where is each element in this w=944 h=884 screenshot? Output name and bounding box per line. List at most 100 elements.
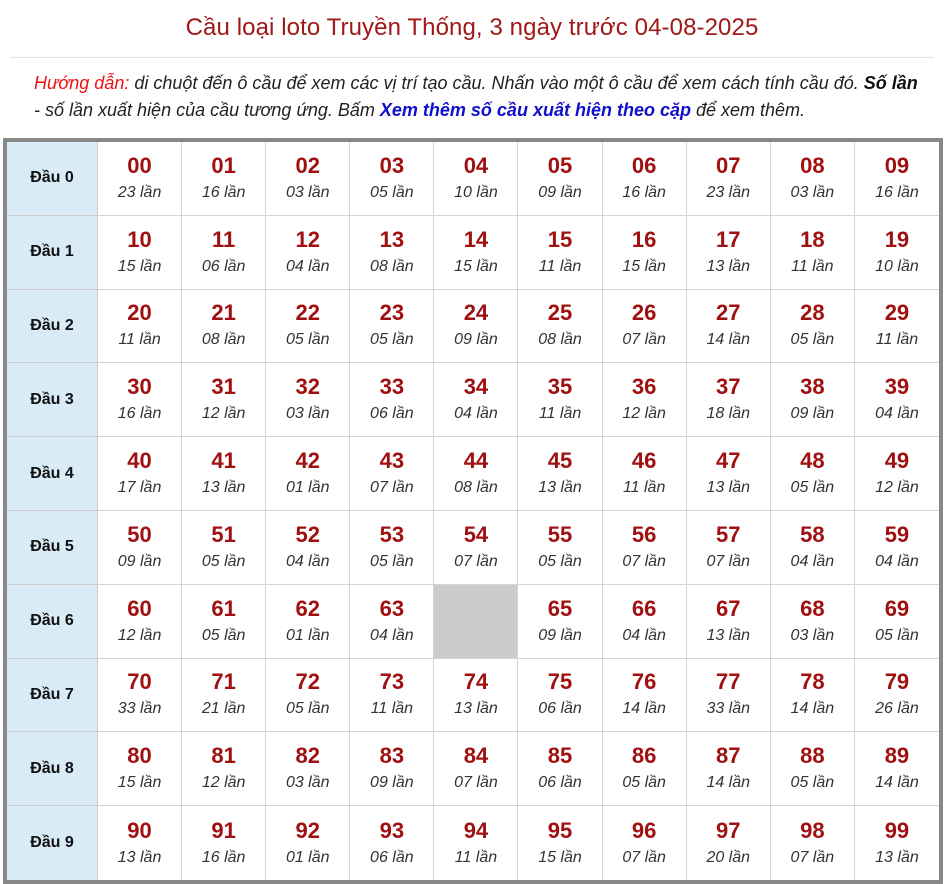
- loto-pair-cell[interactable]: 56 07 lần: [602, 511, 687, 585]
- loto-pair-cell[interactable]: 51 05 lần: [182, 511, 267, 585]
- loto-pair-cell[interactable]: 53 05 lần: [350, 511, 435, 585]
- loto-pair-cell[interactable]: 24 09 lần: [434, 289, 519, 364]
- loto-pair-cell[interactable]: 43 07 lần: [350, 437, 435, 511]
- loto-pair-cell[interactable]: 15 11 lần: [518, 215, 603, 290]
- loto-pair-cell[interactable]: 41 13 lần: [182, 437, 267, 511]
- loto-pair-cell[interactable]: 69 05 lần: [854, 584, 939, 659]
- loto-pair-cell[interactable]: 60 12 lần: [98, 584, 183, 659]
- loto-pair-cell[interactable]: 90 13 lần: [98, 806, 183, 880]
- loto-pair-cell[interactable]: 66 04 lần: [602, 584, 687, 659]
- loto-pair-cell[interactable]: 00 23 lần: [98, 142, 183, 216]
- loto-pair-cell[interactable]: 32 03 lần: [266, 363, 351, 438]
- loto-pair-cell[interactable]: 67 13 lần: [686, 584, 771, 659]
- loto-pair-cell[interactable]: 74 13 lần: [434, 658, 519, 733]
- loto-pair-cell[interactable]: 14 15 lần: [434, 215, 519, 290]
- loto-pair-cell[interactable]: 31 12 lần: [182, 363, 267, 438]
- loto-pair-cell[interactable]: 99 13 lần: [854, 806, 939, 880]
- loto-pair-cell[interactable]: 38 09 lần: [770, 363, 855, 438]
- loto-pair-cell[interactable]: 10 15 lần: [98, 215, 183, 290]
- loto-pair-cell[interactable]: 08 03 lần: [770, 142, 855, 216]
- loto-pair-cell[interactable]: 96 07 lần: [602, 806, 687, 880]
- loto-pair-cell[interactable]: 85 06 lần: [518, 732, 603, 807]
- loto-pair-cell[interactable]: 70 33 lần: [98, 658, 183, 733]
- loto-pair-cell[interactable]: 68 03 lần: [770, 584, 855, 659]
- loto-pair-cell[interactable]: 88 05 lần: [770, 732, 855, 807]
- loto-pair-cell[interactable]: 89 14 lần: [854, 732, 939, 807]
- loto-pair-cell[interactable]: 21 08 lần: [182, 289, 267, 364]
- view-more-pairs-link[interactable]: Xem thêm số cầu xuất hiện theo cặp: [379, 100, 691, 120]
- loto-pair-cell[interactable]: 80 15 lần: [98, 732, 183, 807]
- loto-pair-cell[interactable]: 55 05 lần: [518, 511, 603, 585]
- loto-pair-cell[interactable]: 30 16 lần: [98, 363, 183, 438]
- loto-pair-cell[interactable]: 22 05 lần: [266, 289, 351, 364]
- loto-pair-cell[interactable]: 91 16 lần: [182, 806, 267, 880]
- loto-pair-cell[interactable]: 45 13 lần: [518, 437, 603, 511]
- loto-pair-cell[interactable]: 75 06 lần: [518, 658, 603, 733]
- loto-pair-cell[interactable]: 78 14 lần: [770, 658, 855, 733]
- loto-pair-cell[interactable]: 73 11 lần: [350, 658, 435, 733]
- loto-pair-cell[interactable]: 07 23 lần: [686, 142, 771, 216]
- loto-pair-cell[interactable]: 39 04 lần: [854, 363, 939, 438]
- loto-pair-cell[interactable]: 93 06 lần: [350, 806, 435, 880]
- loto-pair-cell[interactable]: 26 07 lần: [602, 289, 687, 364]
- loto-pair-cell[interactable]: 54 07 lần: [434, 511, 519, 585]
- loto-pair-cell[interactable]: 20 11 lần: [98, 289, 183, 364]
- loto-pair-cell[interactable]: 02 03 lần: [266, 142, 351, 216]
- loto-pair-cell[interactable]: 12 04 lần: [266, 215, 351, 290]
- loto-pair-cell[interactable]: 11 06 lần: [182, 215, 267, 290]
- loto-pair-cell[interactable]: 84 07 lần: [434, 732, 519, 807]
- loto-pair-cell[interactable]: 72 05 lần: [266, 658, 351, 733]
- loto-pair-cell[interactable]: 34 04 lần: [434, 363, 519, 438]
- loto-pair-cell[interactable]: 28 05 lần: [770, 289, 855, 364]
- loto-pair-cell[interactable]: 04 10 lần: [434, 142, 519, 216]
- loto-pair-cell[interactable]: 58 04 lần: [770, 511, 855, 585]
- loto-pair-cell[interactable]: 29 11 lần: [854, 289, 939, 364]
- loto-pair-cell[interactable]: 98 07 lần: [770, 806, 855, 880]
- loto-pair-cell[interactable]: 95 15 lần: [518, 806, 603, 880]
- loto-pair-cell[interactable]: 33 06 lần: [350, 363, 435, 438]
- loto-pair-cell[interactable]: 06 16 lần: [602, 142, 687, 216]
- loto-pair-cell[interactable]: 42 01 lần: [266, 437, 351, 511]
- loto-pair-cell[interactable]: 86 05 lần: [602, 732, 687, 807]
- loto-pair-cell[interactable]: 25 08 lần: [518, 289, 603, 364]
- loto-pair-cell[interactable]: 44 08 lần: [434, 437, 519, 511]
- loto-pair-cell[interactable]: 63 04 lần: [350, 584, 435, 659]
- loto-pair-cell[interactable]: 79 26 lần: [854, 658, 939, 733]
- loto-pair-cell[interactable]: 16 15 lần: [602, 215, 687, 290]
- loto-pair-cell[interactable]: 52 04 lần: [266, 511, 351, 585]
- loto-pair-cell[interactable]: 47 13 lần: [686, 437, 771, 511]
- loto-pair-cell[interactable]: 77 33 lần: [686, 658, 771, 733]
- loto-pair-cell[interactable]: 48 05 lần: [770, 437, 855, 511]
- loto-pair-cell[interactable]: 65 09 lần: [518, 584, 603, 659]
- loto-pair-cell[interactable]: 05 09 lần: [518, 142, 603, 216]
- loto-pair-cell[interactable]: 50 09 lần: [98, 511, 183, 585]
- loto-pair-cell[interactable]: 01 16 lần: [182, 142, 267, 216]
- loto-pair-cell[interactable]: 40 17 lần: [98, 437, 183, 511]
- loto-pair-cell[interactable]: 61 05 lần: [182, 584, 267, 659]
- loto-pair-cell[interactable]: 57 07 lần: [686, 511, 771, 585]
- loto-pair-cell[interactable]: 17 13 lần: [686, 215, 771, 290]
- loto-pair-cell[interactable]: 49 12 lần: [854, 437, 939, 511]
- loto-pair-cell[interactable]: 59 04 lần: [854, 511, 939, 585]
- loto-pair-cell[interactable]: 71 21 lần: [182, 658, 267, 733]
- loto-pair-cell[interactable]: 35 11 lần: [518, 363, 603, 438]
- loto-pair-cell[interactable]: 23 05 lần: [350, 289, 435, 364]
- loto-pair-cell[interactable]: 87 14 lần: [686, 732, 771, 807]
- loto-pair-cell[interactable]: 62 01 lần: [266, 584, 351, 659]
- loto-pair-cell[interactable]: 97 20 lần: [686, 806, 771, 880]
- loto-pair-cell[interactable]: 03 05 lần: [350, 142, 435, 216]
- loto-pair-cell[interactable]: 18 11 lần: [770, 215, 855, 290]
- loto-pair-cell[interactable]: 83 09 lần: [350, 732, 435, 807]
- loto-pair-cell[interactable]: 92 01 lần: [266, 806, 351, 880]
- loto-pair-cell[interactable]: 82 03 lần: [266, 732, 351, 807]
- loto-pair-cell[interactable]: 94 11 lần: [434, 806, 519, 880]
- loto-pair-cell[interactable]: 13 08 lần: [350, 215, 435, 290]
- loto-pair-cell[interactable]: 76 14 lần: [602, 658, 687, 733]
- loto-pair-cell[interactable]: 19 10 lần: [854, 215, 939, 290]
- loto-pair-cell[interactable]: 37 18 lần: [686, 363, 771, 438]
- loto-pair-cell[interactable]: 81 12 lần: [182, 732, 267, 807]
- loto-pair-cell[interactable]: 09 16 lần: [854, 142, 939, 216]
- loto-pair-cell[interactable]: 27 14 lần: [686, 289, 771, 364]
- loto-pair-cell[interactable]: 46 11 lần: [602, 437, 687, 511]
- loto-pair-cell[interactable]: 36 12 lần: [602, 363, 687, 438]
